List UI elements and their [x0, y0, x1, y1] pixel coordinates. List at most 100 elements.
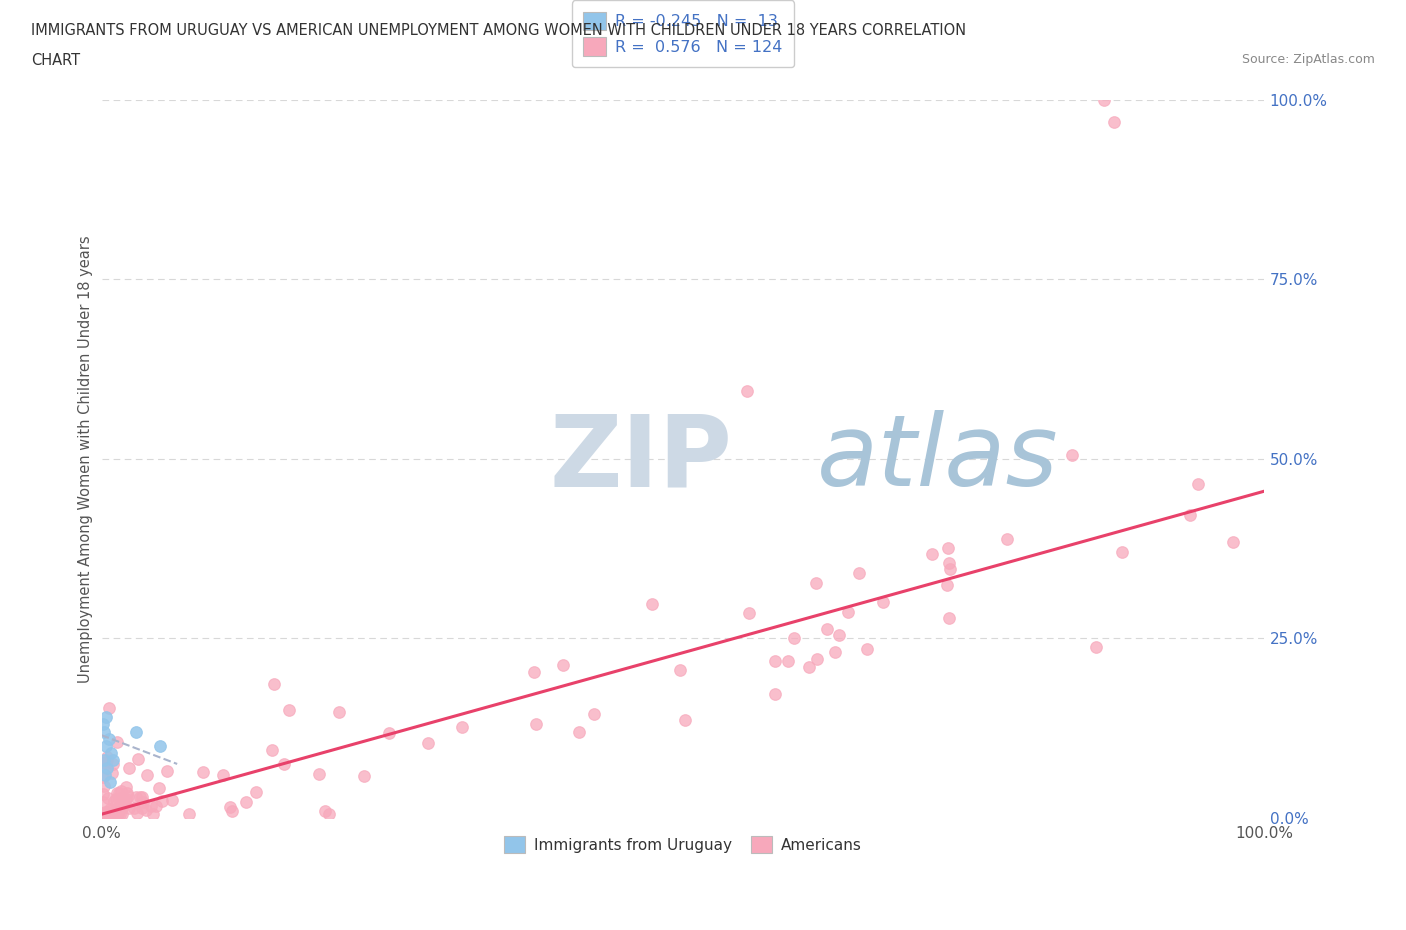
Point	[235, 794, 257, 809]
Point	[735, 383, 758, 398]
Point	[101, 805, 124, 820]
Point	[124, 790, 146, 804]
Point	[117, 801, 139, 816]
Point	[107, 734, 129, 749]
Point	[806, 651, 828, 666]
Point	[101, 756, 124, 771]
Point	[935, 578, 957, 592]
Point	[160, 792, 183, 807]
Point	[103, 753, 125, 768]
Point	[308, 766, 330, 781]
Point	[93, 806, 115, 821]
Point	[815, 621, 838, 636]
Point	[353, 768, 375, 783]
Point	[218, 799, 240, 814]
Point	[263, 677, 285, 692]
Point	[131, 800, 153, 815]
Point	[377, 726, 399, 741]
Point	[94, 804, 117, 819]
Point	[94, 767, 117, 782]
Text: atlas: atlas	[817, 410, 1059, 508]
Point	[108, 786, 131, 801]
Point	[97, 731, 120, 746]
Point	[1092, 93, 1115, 108]
Point	[117, 789, 139, 804]
Point	[641, 597, 664, 612]
Point	[115, 792, 138, 807]
Legend: Immigrants from Uruguay, Americans: Immigrants from Uruguay, Americans	[494, 825, 873, 864]
Point	[522, 664, 544, 679]
Point	[93, 724, 115, 739]
Point	[96, 760, 118, 775]
Point	[115, 786, 138, 801]
Point	[1084, 640, 1107, 655]
Point	[97, 805, 120, 820]
Point	[103, 805, 125, 820]
Point	[94, 756, 117, 771]
Point	[110, 783, 132, 798]
Point	[221, 804, 243, 818]
Point	[148, 781, 170, 796]
Point	[804, 576, 827, 591]
Point	[141, 799, 163, 814]
Point	[98, 775, 121, 790]
Point	[127, 751, 149, 766]
Point	[112, 795, 135, 810]
Point	[149, 738, 172, 753]
Point	[111, 801, 134, 816]
Point	[100, 746, 122, 761]
Point	[91, 769, 114, 784]
Point	[872, 594, 894, 609]
Point	[98, 802, 121, 817]
Point	[995, 531, 1018, 546]
Point	[122, 801, 145, 816]
Point	[156, 764, 179, 778]
Point	[93, 806, 115, 821]
Point	[245, 784, 267, 799]
Point	[824, 644, 846, 659]
Point	[105, 786, 128, 801]
Point	[1111, 545, 1133, 560]
Point	[675, 712, 697, 727]
Point	[94, 805, 117, 820]
Point	[1187, 476, 1209, 491]
Point	[418, 736, 440, 751]
Point	[108, 806, 131, 821]
Point	[582, 706, 605, 721]
Point	[837, 605, 859, 620]
Point	[91, 717, 114, 732]
Point	[669, 662, 692, 677]
Point	[551, 658, 574, 672]
Point	[127, 805, 149, 820]
Point	[112, 799, 135, 814]
Point	[273, 756, 295, 771]
Point	[738, 605, 761, 620]
Point	[936, 541, 959, 556]
Point	[98, 805, 121, 820]
Point	[191, 764, 214, 779]
Point	[110, 790, 132, 805]
Point	[103, 793, 125, 808]
Point	[1102, 114, 1125, 129]
Point	[278, 702, 301, 717]
Point	[328, 704, 350, 719]
Point	[856, 642, 879, 657]
Point	[96, 710, 118, 724]
Point	[783, 631, 806, 645]
Point	[91, 806, 114, 821]
Point	[96, 750, 118, 764]
Point	[108, 793, 131, 808]
Point	[524, 716, 547, 731]
Point	[260, 743, 283, 758]
Point	[763, 654, 786, 669]
Point	[799, 660, 821, 675]
Point	[1062, 448, 1084, 463]
Point	[91, 795, 114, 810]
Point	[763, 686, 786, 701]
Point	[921, 547, 943, 562]
Point	[142, 806, 165, 821]
Point	[111, 791, 134, 806]
Point	[132, 794, 155, 809]
Point	[828, 627, 851, 642]
Point	[93, 778, 115, 793]
